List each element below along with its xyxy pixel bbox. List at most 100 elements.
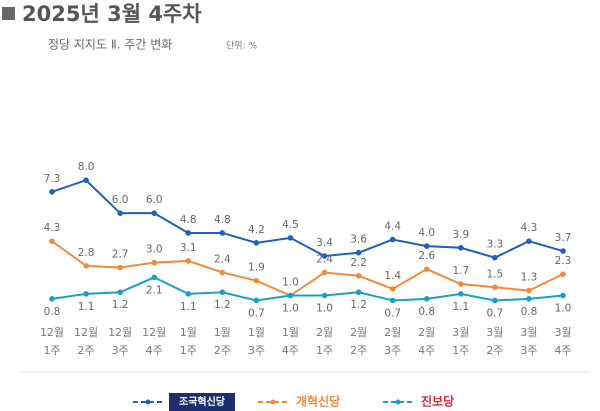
data-label: 0.7: [487, 307, 504, 319]
data-label: 3.4: [316, 237, 333, 249]
data-label: 8.0: [78, 161, 95, 173]
x-tick-label: 2주: [486, 344, 503, 357]
x-tick-label: 12월: [40, 326, 64, 339]
data-point: [117, 210, 123, 216]
data-point: [253, 277, 260, 284]
data-label: 1.1: [180, 301, 197, 313]
x-tick-label: 4주: [418, 344, 435, 357]
data-point: [117, 264, 123, 271]
data-label: 3.9: [452, 229, 469, 241]
data-point: [389, 236, 396, 243]
data-label: 0.7: [248, 307, 265, 319]
data-point: [49, 188, 55, 195]
data-label: 4.2: [248, 224, 265, 236]
data-label: 2.1: [146, 284, 163, 296]
data-point: [355, 289, 362, 296]
data-point: [321, 253, 328, 259]
data-label: 1.1: [452, 301, 469, 313]
data-point: [458, 244, 464, 251]
data-label: 1.0: [282, 303, 299, 315]
data-point: [83, 291, 89, 297]
data-label: 1.3: [521, 272, 538, 284]
data-point: [321, 292, 328, 299]
data-label: 1.0: [555, 303, 572, 315]
data-label: 2.4: [316, 253, 333, 265]
data-label: 0.8: [418, 306, 435, 318]
x-tick-label: 3주: [520, 344, 537, 357]
series-line: [51, 276, 564, 302]
data-point: [423, 266, 430, 272]
data-point: [526, 296, 532, 302]
legend-label: 진보당: [421, 394, 454, 409]
x-tick-label: 1월: [180, 326, 197, 339]
x-tick-label: 4주: [282, 344, 299, 357]
data-point: [287, 292, 294, 299]
data-point: [49, 238, 55, 244]
series-line: [51, 179, 564, 259]
legend-marker: [270, 399, 276, 405]
chart-subtitle: 정당 지지도 Ⅱ. 주간 변화: [48, 38, 172, 52]
data-point: [185, 258, 192, 264]
series-line: [51, 240, 564, 297]
x-tick-label: 12월: [108, 326, 132, 339]
x-tick-label: 3월: [486, 326, 503, 339]
data-label: 2.2: [350, 257, 367, 269]
data-label: 4.4: [384, 221, 401, 233]
legend-label: 개혁신당: [296, 394, 340, 409]
data-label: 7.3: [44, 173, 61, 185]
data-label: 3.7: [555, 232, 572, 244]
data-label: 6.0: [146, 194, 163, 206]
data-point: [526, 287, 532, 294]
x-tick-label: 2주: [78, 344, 95, 357]
x-tick-label: 2월: [316, 326, 333, 339]
data-point: [151, 274, 157, 281]
data-label: 4.8: [214, 214, 231, 226]
data-label: 1.2: [112, 299, 129, 311]
data-point: [185, 291, 192, 297]
legend-marker: [395, 399, 401, 405]
x-tick-label: 2주: [214, 344, 231, 357]
chart-title: 2025년 3월 4주차: [22, 2, 202, 26]
data-point: [83, 263, 89, 269]
legend-label: 조국혁신당: [179, 395, 226, 408]
x-tick-label: 1주: [452, 344, 469, 357]
legend-marker: [145, 399, 151, 405]
data-label: 3.0: [146, 244, 163, 256]
x-tick-label: 3월: [520, 326, 537, 339]
data-point: [526, 238, 532, 244]
data-point: [389, 286, 396, 292]
data-label: 1.2: [350, 299, 367, 311]
data-point: [185, 230, 192, 236]
data-point: [492, 284, 498, 291]
x-tick-label: 1주: [180, 344, 197, 357]
data-label: 3.1: [180, 242, 197, 254]
x-tick-label: 1주: [316, 344, 333, 357]
x-tick-label: 1월: [214, 326, 231, 339]
x-tick-label: 12월: [142, 326, 166, 339]
data-label: 4.3: [44, 222, 61, 234]
data-point: [49, 296, 55, 302]
data-point: [355, 272, 362, 279]
x-tick-label: 3주: [248, 344, 265, 357]
data-label: 0.8: [521, 306, 538, 318]
x-tick-label: 3월: [452, 326, 469, 339]
data-point: [151, 210, 157, 216]
data-point: [117, 289, 123, 296]
x-tick-label: 2월: [350, 326, 367, 339]
data-label: 3.3: [487, 239, 504, 251]
x-tick-label: 1주: [43, 344, 60, 357]
data-label: 4.0: [418, 227, 435, 239]
x-tick-label: 12월: [74, 326, 98, 339]
data-label: 2.3: [555, 255, 572, 267]
x-tick-label: 2월: [384, 326, 401, 339]
x-tick-label: 2월: [418, 326, 435, 339]
data-label: 4.5: [282, 219, 299, 231]
data-point: [492, 254, 498, 261]
data-label: 3.6: [350, 234, 367, 246]
unit-label: 단위: %: [226, 41, 257, 52]
legend-badge: [169, 393, 235, 411]
data-point: [560, 248, 566, 254]
x-tick-label: 3주: [112, 344, 129, 357]
x-tick-label: 1월: [248, 326, 265, 339]
